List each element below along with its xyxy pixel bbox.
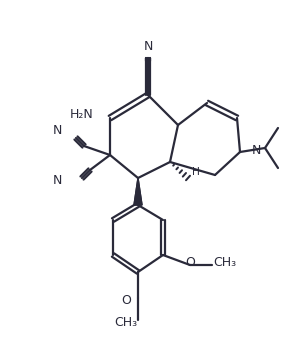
Polygon shape: [134, 178, 142, 205]
Text: O: O: [121, 293, 131, 307]
Text: N: N: [53, 124, 62, 136]
Text: N: N: [143, 40, 153, 53]
Text: H: H: [192, 167, 200, 177]
Text: O: O: [185, 256, 195, 269]
Text: CH₃: CH₃: [115, 316, 138, 329]
Text: N: N: [252, 143, 261, 157]
Text: N: N: [53, 174, 62, 187]
Text: CH₃: CH₃: [213, 256, 236, 269]
Polygon shape: [134, 178, 142, 205]
Text: H₂N: H₂N: [70, 109, 94, 121]
